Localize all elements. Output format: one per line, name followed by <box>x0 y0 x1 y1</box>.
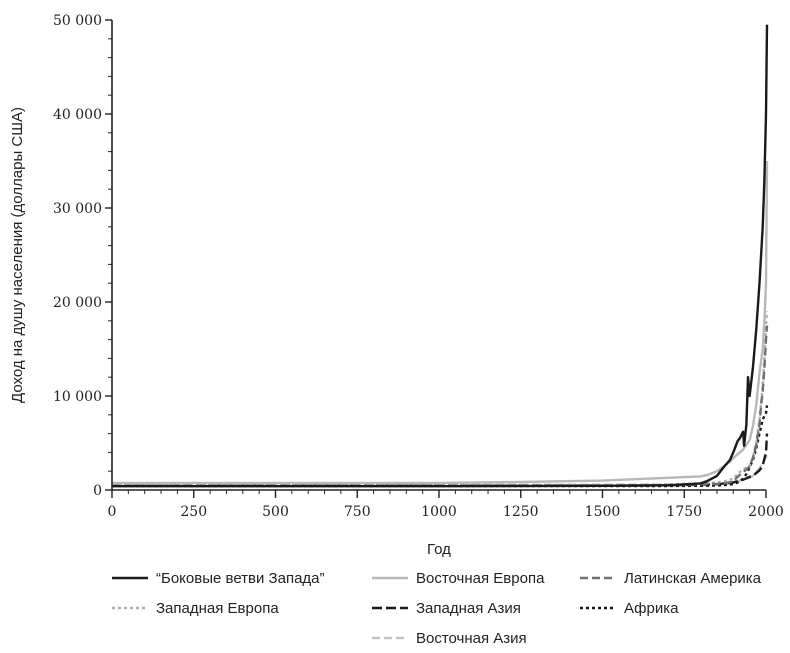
series-line <box>111 325 769 487</box>
y-tick-label: 0 <box>93 483 102 499</box>
legend-label: Западная Европа <box>156 600 279 617</box>
legend-item: Восточная Европа <box>372 570 545 587</box>
legend-item: Африка <box>580 600 679 617</box>
x-tick-label: 250 <box>180 504 207 520</box>
x-tick-label: 500 <box>262 504 289 520</box>
x-tick-label: 750 <box>344 504 371 520</box>
series-layer <box>111 24 769 488</box>
y-axis-title: Доход на душу населения (доллары США) <box>9 107 26 403</box>
legend-item: Западная Европа <box>112 600 279 617</box>
legend-label: Восточная Европа <box>416 570 545 587</box>
y-ticks: 0 10 000 20 000 30 000 40 000 50 000 <box>53 13 112 499</box>
y-tick-label: 10 000 <box>53 389 102 405</box>
y-tick-label: 20 000 <box>53 295 102 311</box>
series-line <box>111 311 769 487</box>
legend-label: Африка <box>624 600 679 617</box>
series-line <box>112 24 769 488</box>
legend-label: Западная Азия <box>416 600 521 617</box>
legend-item: Западная Азия <box>372 600 521 617</box>
x-tick-label: 1000 <box>421 504 457 520</box>
series-line <box>111 452 769 486</box>
x-ticks: 0 250 500 750 1000 1250 1500 1750 2000 <box>108 490 784 520</box>
x-tick-label: 1750 <box>666 504 702 520</box>
x-tick-label: 1500 <box>585 504 621 520</box>
x-axis-title: Год <box>427 541 451 558</box>
series-line <box>112 405 769 488</box>
legend-label: Восточная Азия <box>416 630 527 647</box>
axes-layer <box>111 20 766 491</box>
x-tick-label: 0 <box>108 504 117 520</box>
legend-item: Восточная Азия <box>372 630 527 647</box>
legend-item: “Боковые ветви Запада” <box>112 570 325 587</box>
legend: “Боковые ветви Запада” Восточная Европа Ла… <box>112 570 762 647</box>
y-tick-label: 50 000 <box>53 13 102 29</box>
legend-label: “Боковые ветви Запада” <box>156 570 325 587</box>
x-tick-label: 1250 <box>503 504 539 520</box>
y-tick-label: 30 000 <box>53 201 102 217</box>
y-tick-label: 40 000 <box>53 107 102 123</box>
x-tick-label: 2000 <box>748 504 784 520</box>
series-line <box>111 160 769 485</box>
legend-label: Латинская Америка <box>624 570 762 587</box>
legend-item: Латинская Америка <box>580 570 762 587</box>
